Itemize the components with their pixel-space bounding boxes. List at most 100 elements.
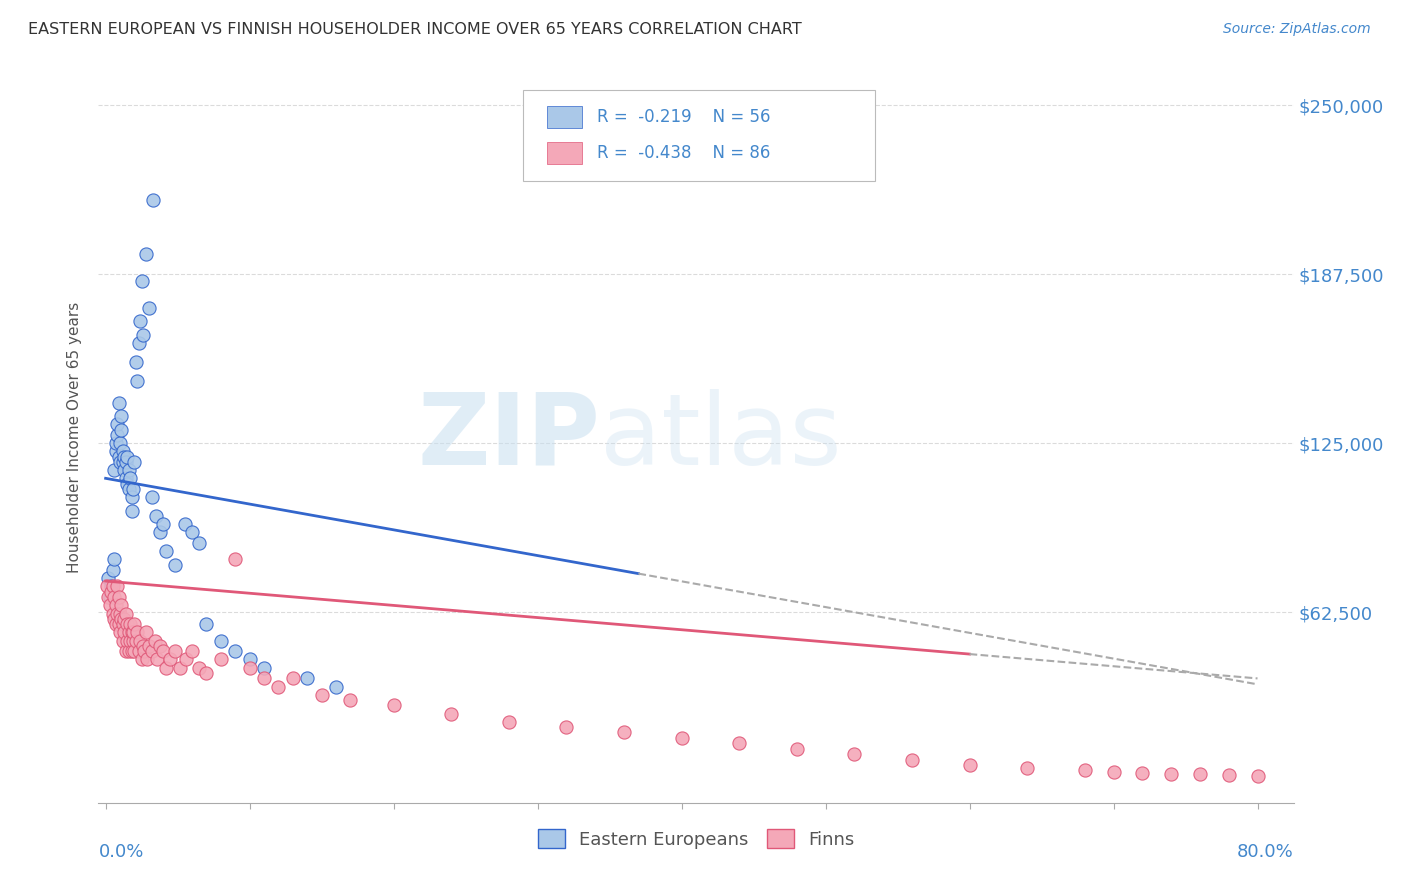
Point (1246, 769, 1268, 783)
Point (728, 736, 751, 750)
Point (188, 660, 211, 674)
Point (118, 463, 141, 477)
Text: 0.0%: 0.0% (98, 843, 143, 861)
FancyBboxPatch shape (547, 106, 582, 128)
Point (135, 247, 157, 261)
Point (110, 409, 132, 424)
Point (224, 644, 246, 658)
Point (159, 652, 181, 666)
Point (114, 607, 136, 621)
Point (112, 463, 135, 477)
Point (121, 490, 143, 504)
Point (174, 652, 197, 666)
Point (786, 741, 808, 756)
Point (131, 274, 153, 288)
Point (239, 660, 262, 674)
Point (108, 607, 131, 621)
Point (105, 607, 128, 621)
Point (127, 374, 149, 388)
Point (135, 625, 157, 640)
Point (118, 644, 141, 658)
Point (1160, 766, 1182, 780)
Point (101, 607, 124, 621)
Point (1130, 766, 1153, 780)
Point (112, 612, 135, 626)
Point (103, 552, 125, 566)
Point (111, 444, 134, 458)
FancyBboxPatch shape (547, 143, 582, 164)
Text: 80.0%: 80.0% (1237, 843, 1294, 861)
Point (128, 644, 150, 658)
Point (111, 455, 134, 469)
Point (115, 633, 138, 648)
Point (121, 504, 143, 518)
Point (181, 525, 204, 540)
Point (136, 652, 159, 666)
Text: ZIP: ZIP (418, 389, 600, 485)
Point (111, 617, 134, 632)
Point (120, 617, 142, 632)
Point (138, 639, 160, 653)
Point (125, 633, 148, 648)
FancyBboxPatch shape (523, 90, 875, 181)
Point (110, 599, 132, 613)
Point (188, 536, 211, 550)
Text: EASTERN EUROPEAN VS FINNISH HOUSEHOLDER INCOME OVER 65 YEARS CORRELATION CHART: EASTERN EUROPEAN VS FINNISH HOUSEHOLDER … (28, 22, 801, 37)
Point (124, 644, 146, 658)
Point (555, 720, 578, 734)
Point (498, 714, 520, 729)
Y-axis label: Householder Income Over 65 years: Householder Income Over 65 years (67, 301, 83, 573)
Point (209, 652, 232, 666)
Point (129, 314, 152, 328)
Point (107, 450, 129, 464)
Point (115, 450, 138, 464)
Point (325, 680, 347, 694)
Point (181, 644, 204, 658)
Point (112, 450, 135, 464)
Point (107, 395, 129, 409)
Point (108, 455, 131, 469)
Point (103, 463, 125, 477)
Point (132, 639, 155, 653)
Point (195, 617, 218, 632)
Point (145, 509, 167, 524)
Point (120, 633, 142, 648)
Point (134, 644, 156, 658)
Point (267, 680, 290, 694)
Point (844, 747, 866, 761)
Point (141, 644, 163, 658)
Point (959, 758, 981, 772)
Point (127, 625, 149, 640)
Point (163, 644, 186, 658)
Point (440, 706, 463, 721)
Point (671, 731, 693, 745)
Point (98, 591, 121, 605)
Point (120, 471, 142, 485)
Point (104, 444, 127, 458)
Point (281, 672, 304, 686)
Point (131, 652, 153, 666)
Point (97, 591, 120, 605)
Point (195, 665, 218, 680)
Point (339, 693, 361, 707)
Point (295, 672, 318, 686)
Point (132, 328, 155, 343)
Point (114, 471, 136, 485)
Point (100, 579, 122, 593)
Point (149, 525, 172, 540)
Point (253, 672, 276, 686)
Point (239, 652, 262, 666)
Point (125, 355, 148, 369)
Point (141, 490, 163, 504)
Point (142, 193, 165, 207)
Point (128, 336, 150, 351)
Point (124, 617, 146, 632)
Point (105, 579, 128, 593)
Point (1017, 761, 1039, 775)
Point (101, 579, 124, 593)
Point (143, 633, 166, 648)
Point (253, 660, 276, 674)
Legend: Eastern Europeans, Finns: Eastern Europeans, Finns (530, 822, 862, 856)
Point (96, 579, 118, 593)
Point (138, 301, 160, 315)
